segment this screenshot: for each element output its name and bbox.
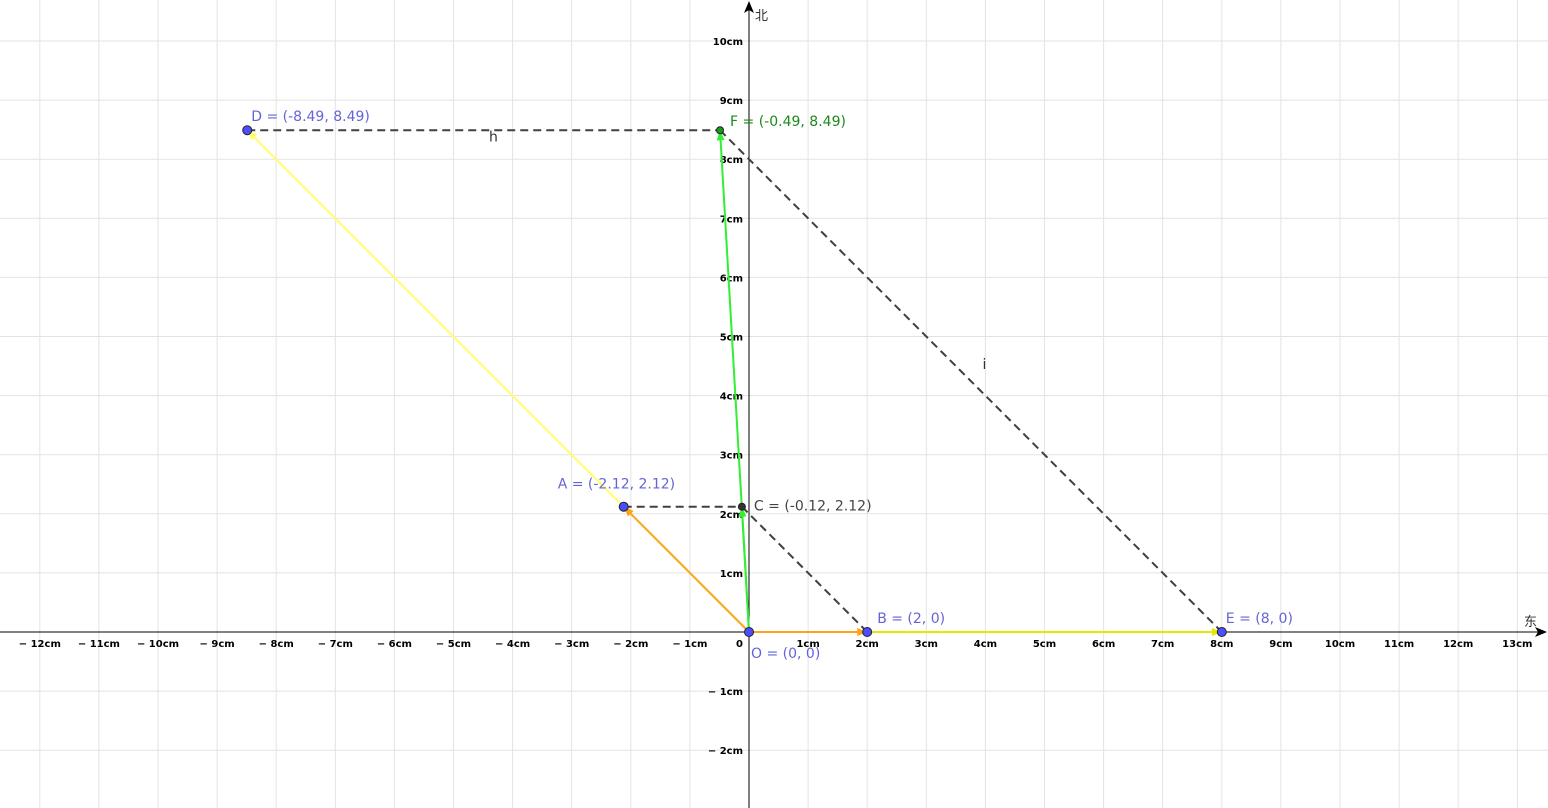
vec-OF[interactable] [719, 138, 750, 633]
point-O-label: O = (0, 0) [751, 646, 820, 662]
y-axis-name: 北 [755, 9, 768, 24]
y-tick-label: 8cm [720, 155, 743, 166]
x-tick-label: 13cm [1502, 639, 1532, 650]
vec-OF-arrowhead [716, 130, 725, 141]
x-tick-label: 1cm [796, 639, 819, 650]
x-tick-label: − 5cm [436, 639, 471, 650]
point-B-label: B = (2, 0) [877, 611, 945, 627]
point-A-label: A = (-2.12, 2.12) [558, 477, 675, 493]
x-tick-label: − 3cm [554, 639, 589, 650]
x-tick-label: 8cm [1210, 639, 1233, 650]
x-tick-label: − 2cm [613, 639, 648, 650]
x-tick-label: − 7cm [318, 639, 353, 650]
vec-OA[interactable] [628, 511, 750, 633]
point-E-label: E = (8, 0) [1226, 611, 1293, 627]
y-tick-label: 9cm [720, 96, 743, 107]
x-tick-label: − 8cm [259, 639, 294, 650]
x-tick-label: 10cm [1325, 639, 1355, 650]
x-tick-label: 3cm [915, 639, 938, 650]
x-tick-label: 9cm [1269, 639, 1292, 650]
seg-h-label: h [489, 129, 498, 145]
x-tick-label: − 1cm [672, 639, 707, 650]
y-tick-label: − 2cm [708, 746, 743, 757]
points: O = (0, 0) A = (-2.12, 2.12) B = (2, 0) C =… [242, 109, 1293, 662]
y-tick-label: 7cm [720, 214, 743, 225]
x-tick-label: − 6cm [377, 639, 412, 650]
x-tick-label: − 9cm [200, 639, 235, 650]
x-tick-label: 6cm [1092, 639, 1115, 650]
point-E[interactable] [1216, 627, 1227, 637]
y-tick-label: 4cm [720, 392, 743, 403]
seg-i[interactable] [719, 129, 1223, 633]
y-tick-label: 10cm [713, 37, 743, 48]
point-F-label: F = (-0.49, 8.49) [730, 114, 846, 130]
point-B[interactable] [862, 627, 873, 637]
x-tick-label: − 11cm [78, 639, 120, 650]
x-tick-label: 2cm [856, 639, 879, 650]
point-D-label: D = (-8.49, 8.49) [251, 109, 370, 125]
point-O[interactable] [744, 627, 754, 637]
y-tick-label: 3cm [720, 451, 743, 462]
dashed-segments: hi [247, 129, 1223, 633]
x-tick-label: − 4cm [495, 639, 530, 650]
y-tick-label: 2cm [720, 510, 743, 521]
point-F[interactable] [716, 126, 725, 135]
x-axis-arrowhead [1535, 627, 1547, 637]
seg-CB[interactable] [741, 506, 868, 633]
y-tick-label: 1cm [720, 569, 743, 580]
x-axis-name: 东 [1524, 615, 1537, 630]
x-tick-label: 5cm [1033, 639, 1056, 650]
x-tick-label: 11cm [1384, 639, 1414, 650]
x-tick-label: − 12cm [19, 639, 61, 650]
x-tick-label: 4cm [974, 639, 997, 650]
point-A[interactable] [618, 501, 629, 512]
x-tick-label: 7cm [1151, 639, 1174, 650]
y-tick-label: 6cm [720, 273, 743, 284]
x-tick-label: 12cm [1443, 639, 1473, 650]
seg-i-label: i [982, 357, 986, 373]
vectors [247, 130, 1222, 636]
origin-tick-label: 0 [736, 639, 743, 650]
x-tick-label: − 10cm [137, 639, 179, 650]
y-tick-label: − 1cm [708, 687, 743, 698]
point-C-label: C = (-0.12, 2.12) [754, 499, 872, 515]
point-C[interactable] [737, 502, 746, 511]
point-D[interactable] [242, 125, 253, 136]
tick-labels: − 12cm − 11cm − 10cm − 9cm − 8cm − 7cm − 6cm − … [19, 37, 1533, 757]
y-axis-arrowhead [744, 1, 754, 13]
